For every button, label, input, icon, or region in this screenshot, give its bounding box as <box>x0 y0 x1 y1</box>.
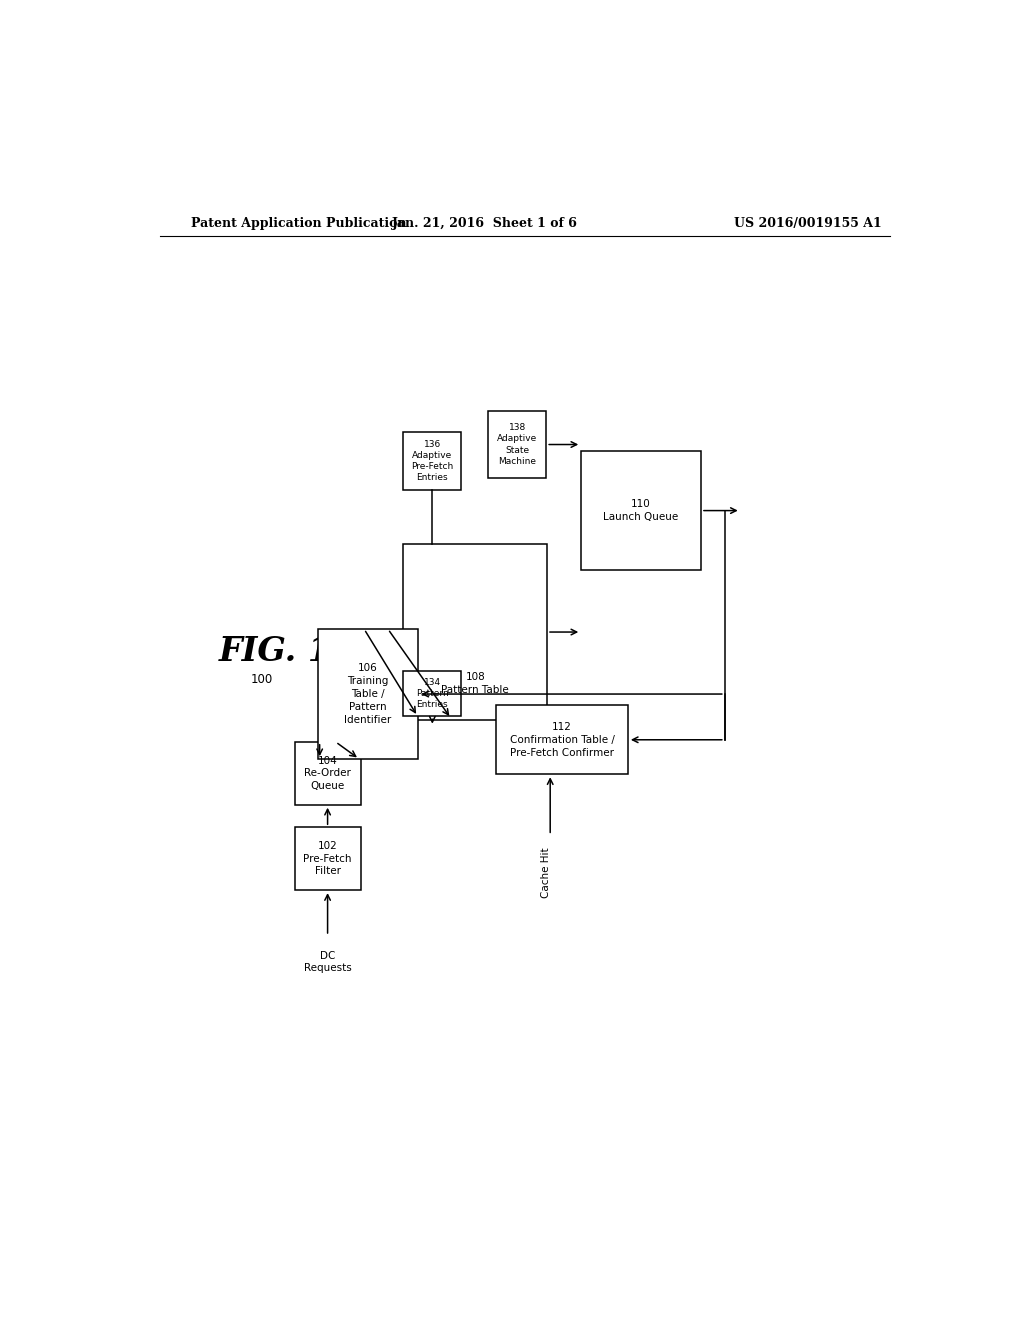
Text: DC
Requests: DC Requests <box>304 952 351 973</box>
Text: Cache Hit: Cache Hit <box>542 847 551 898</box>
Text: 138
Adaptive
State
Machine: 138 Adaptive State Machine <box>497 424 538 466</box>
Text: 106
Training
Table /
Pattern
Identifier: 106 Training Table / Pattern Identifier <box>344 664 392 725</box>
Bar <box>488 412 546 478</box>
Text: US 2016/0019155 A1: US 2016/0019155 A1 <box>734 216 882 230</box>
Bar <box>497 705 628 775</box>
Text: Patent Application Publication: Patent Application Publication <box>191 216 407 230</box>
Bar <box>295 828 360 890</box>
Text: 104
Re-Order
Queue: 104 Re-Order Queue <box>304 755 351 791</box>
Text: 100: 100 <box>251 673 273 685</box>
Text: 110
Launch Queue: 110 Launch Queue <box>603 499 679 521</box>
Text: FIG. 1: FIG. 1 <box>219 635 333 668</box>
Text: 102
Pre-Fetch
Filter: 102 Pre-Fetch Filter <box>303 841 352 876</box>
Text: 134
Pattern
Entries: 134 Pattern Entries <box>416 678 449 709</box>
Text: 136
Adaptive
Pre-Fetch
Entries: 136 Adaptive Pre-Fetch Entries <box>412 440 454 482</box>
Bar <box>317 630 419 759</box>
Text: Jan. 21, 2016  Sheet 1 of 6: Jan. 21, 2016 Sheet 1 of 6 <box>392 216 579 230</box>
Bar <box>403 671 461 717</box>
Bar <box>403 544 547 721</box>
Bar <box>403 432 461 490</box>
Text: 112
Confirmation Table /
Pre-Fetch Confirmer: 112 Confirmation Table / Pre-Fetch Confi… <box>510 722 614 758</box>
Bar <box>295 742 360 805</box>
Bar <box>582 451 701 570</box>
Text: 108
Pattern Table: 108 Pattern Table <box>441 672 509 696</box>
